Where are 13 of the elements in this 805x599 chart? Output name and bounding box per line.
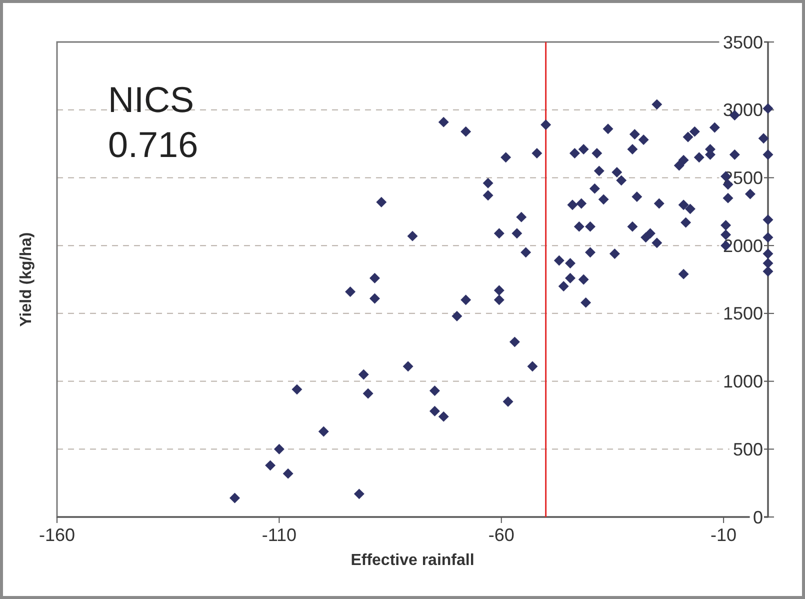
- annotation: 0.716: [108, 124, 198, 165]
- x-axis-title: Effective rainfall: [350, 552, 474, 569]
- y-axis-title: Yield (kg/ha): [18, 232, 35, 327]
- annotation: NICS: [108, 79, 194, 120]
- y-tick-label: 1000: [722, 372, 763, 392]
- y-tick-label: 500: [732, 439, 763, 460]
- x-tick-label: -110: [262, 525, 297, 545]
- y-tick-label: 0: [752, 507, 763, 528]
- x-tick-label: -60: [488, 525, 514, 545]
- x-tick-label: -160: [38, 525, 76, 545]
- y-tick-label: 1500: [722, 304, 763, 324]
- y-tick-label: 3500: [722, 32, 763, 52]
- x-tick-label: -10: [710, 525, 737, 545]
